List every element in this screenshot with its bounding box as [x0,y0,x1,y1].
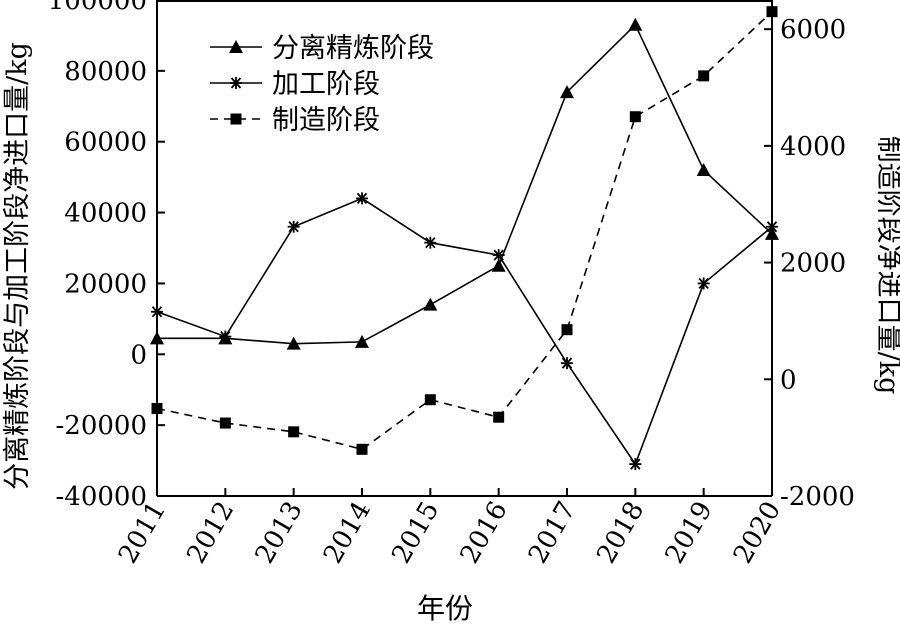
x-tick-label: 2012 [181,497,240,569]
legend-marker [230,77,242,89]
y-right-tick-label: 6000 [780,15,846,45]
series-1-point [423,297,438,311]
series-2-point [287,220,300,233]
series-3-point [698,70,710,82]
series-2-point [151,305,163,318]
legend-item: 分离精炼阶段 [210,33,434,64]
series-3-point [629,111,641,123]
legend-marker [229,40,243,53]
series-2-point [356,192,368,205]
y-axis-label-right: 制造阶段净进口量/kg [873,136,900,395]
axes [156,0,773,497]
legend-label: 分离精炼阶段 [272,33,434,64]
legend-marker [230,113,242,125]
series-2-point [629,458,642,471]
x-tick-label: 2013 [250,497,309,569]
legend-label: 加工阶段 [272,69,380,100]
x-tick-label: 2014 [318,497,377,569]
series-2-point [697,277,710,290]
series-2-line [156,197,773,466]
series-2 [151,192,778,471]
series-3-point [356,443,368,455]
y-left-tick-label: -20000 [56,411,148,441]
y-left-tick-label: 0 [130,340,147,370]
series-layer [150,6,779,471]
legend-item: 制造阶段 [210,105,380,136]
x-tick-label: 2019 [660,497,719,569]
series-2-point [492,249,505,262]
series-3-line [156,11,773,451]
series-1-point [355,334,369,348]
y-left-tick-label: 60000 [64,128,147,158]
ticks: -40000-20000020000400006000080000100000-… [48,0,855,569]
x-axis-label: 年份 [417,592,473,625]
y-left-tick-label: 80000 [64,57,147,87]
series-1-point [765,226,779,240]
series-3-point [424,394,436,406]
series-3-point [288,426,300,438]
series-3-point [493,411,505,423]
y-left-tick-label: 20000 [64,269,147,299]
series-3-point [151,402,163,414]
x-tick-label: 2016 [455,496,514,568]
x-tick-label: 2015 [386,497,445,569]
y-right-tick-label: 4000 [780,132,846,162]
y-right-tick-label: -2000 [780,482,855,512]
series-2-point [766,220,778,233]
series-2-point [219,330,232,343]
series-1 [150,17,779,350]
x-tick-label: 2017 [523,497,582,569]
series-3-point [219,417,231,429]
y-left-tick-label: 40000 [64,199,147,229]
y-right-tick-label: 2000 [780,249,846,279]
y-left-tick-label: 100000 [48,0,147,16]
y-left-tick-label: -40000 [56,482,148,512]
y-right-tick-label: 0 [780,365,797,395]
series-3-point [561,324,573,336]
series-2-point [424,236,437,249]
series-2-point [561,357,573,370]
legend-label: 制造阶段 [272,105,380,136]
series-1-line [157,23,773,345]
series-3-point [766,6,778,18]
series-1-point [491,258,506,272]
series-1-point [560,85,574,99]
x-tick-label: 2018 [591,497,650,569]
y-axis-label-left: 分离精炼阶段与加工阶段净进口量/kg [2,42,33,490]
series-1-point [150,331,164,345]
x-tick-label: 2020 [728,497,787,569]
series-1-point [628,17,643,31]
series-3 [151,6,778,455]
series-1-point [286,336,301,350]
legend-item: 加工阶段 [210,69,380,100]
series-1-point [696,163,711,177]
